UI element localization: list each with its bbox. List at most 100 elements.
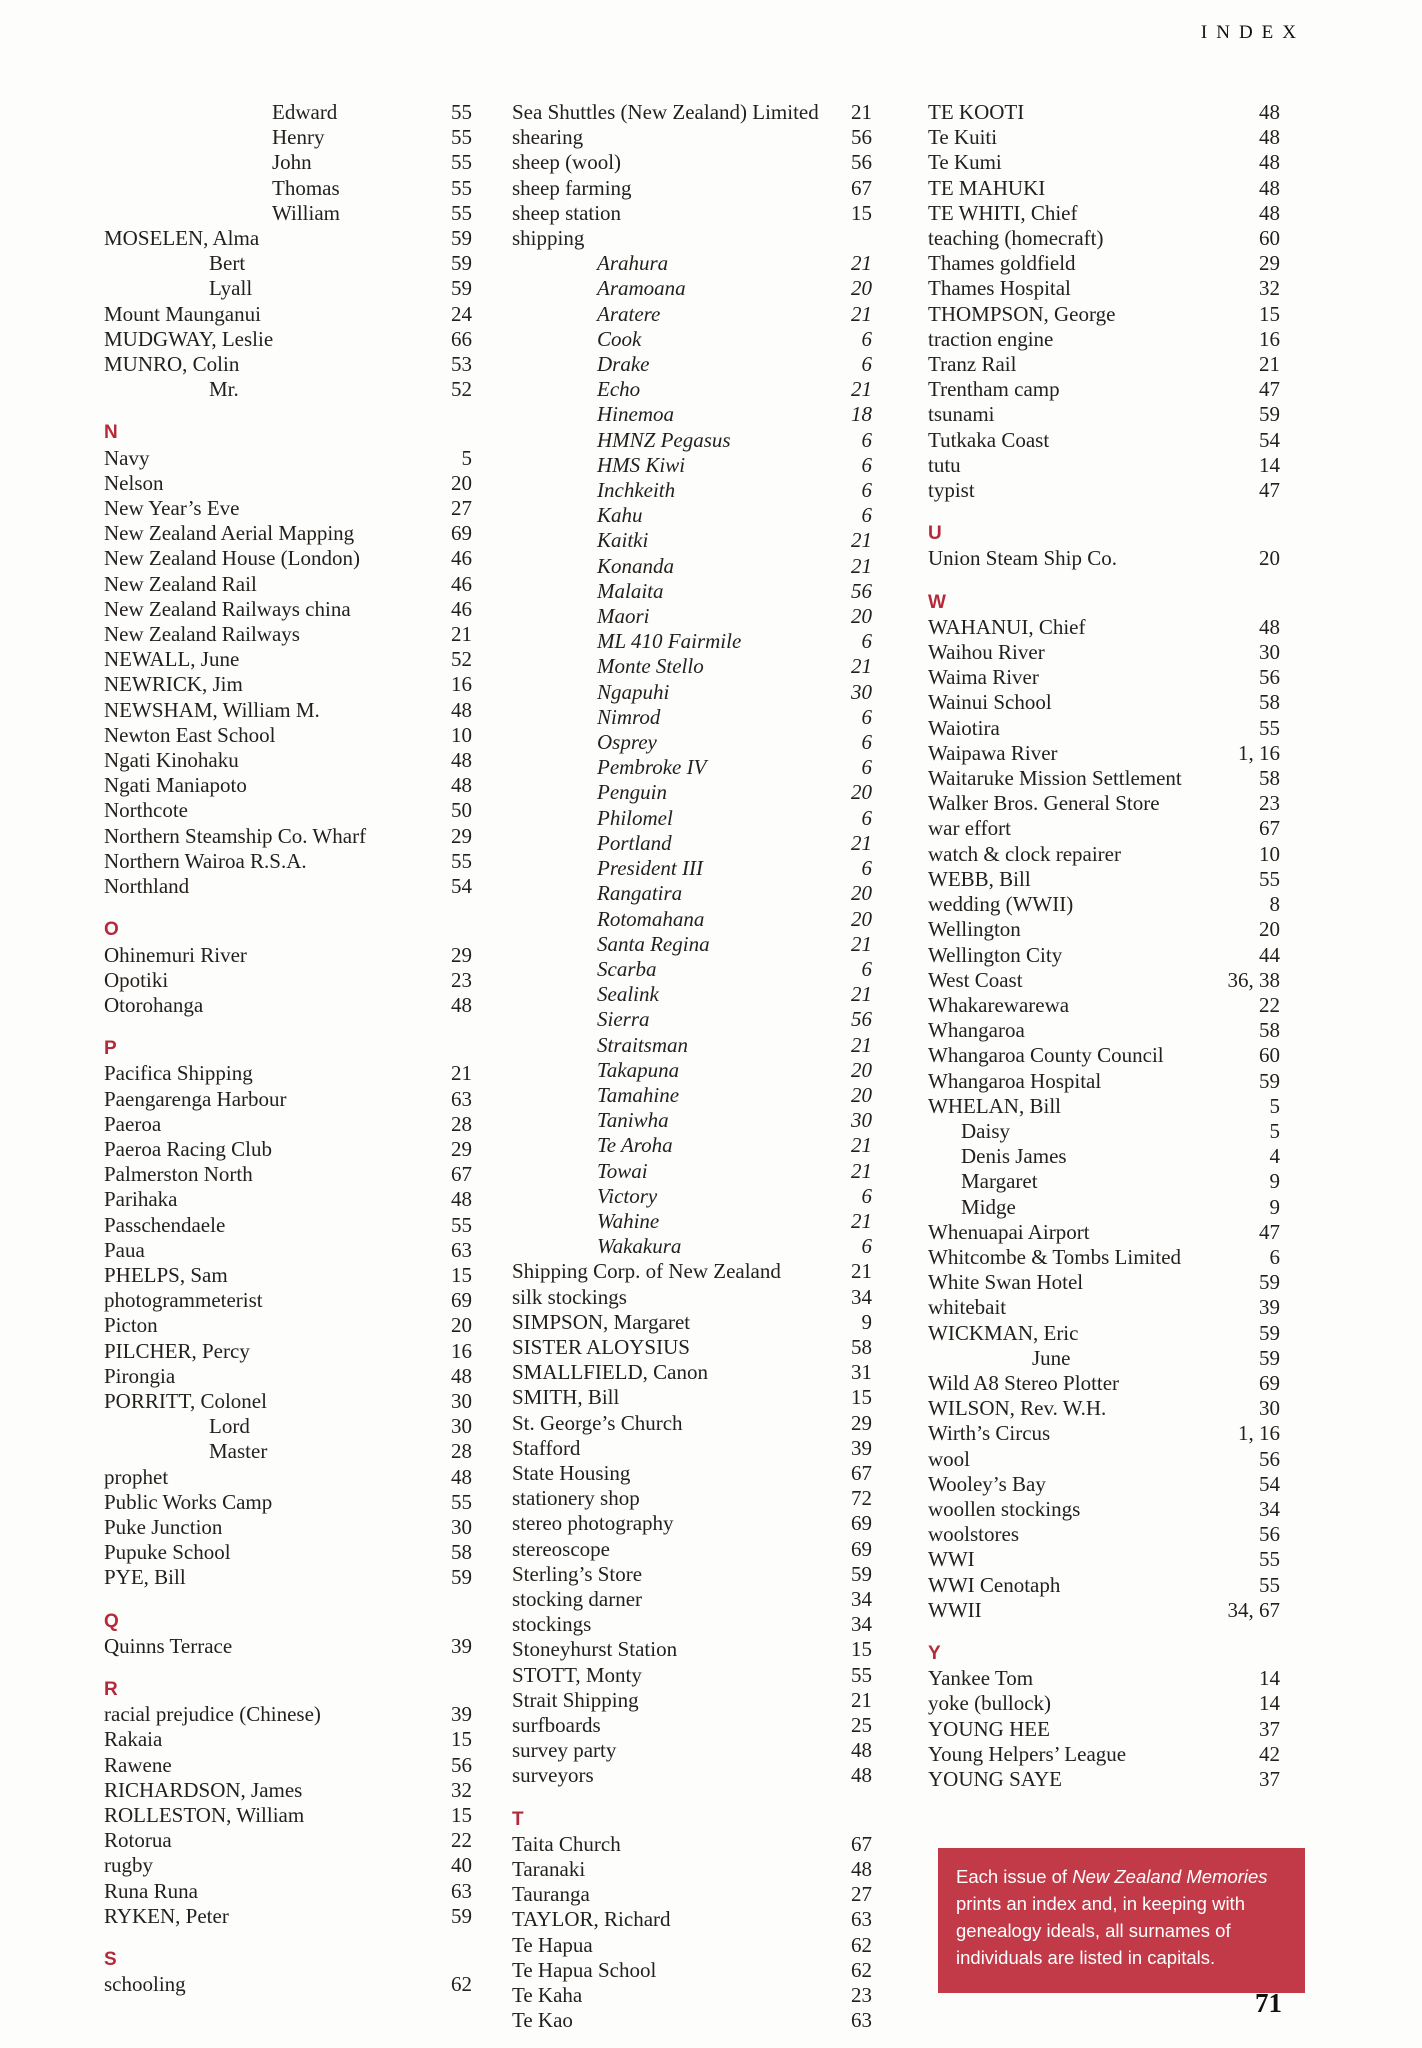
index-entry: PILCHER, Percy 16 [104, 1339, 472, 1364]
entry-page-number: 34, 67 [1227, 1597, 1281, 1622]
index-entry: ROLLESTON, William 15 [104, 1803, 472, 1828]
index-entry: SIMPSON, Margaret 9 [512, 1310, 872, 1335]
index-entry: Ngati Kinohaku 48 [104, 748, 472, 773]
entry-label: Whangaroa County Council [928, 1043, 1164, 1068]
entry-page-number: 1, 16 [1238, 1421, 1280, 1446]
entry-page-number: 54 [1259, 427, 1280, 452]
entry-label: Puke Junction [104, 1514, 223, 1539]
entry-page-number: 15 [851, 1637, 872, 1662]
entry-page-number: 37 [1259, 1767, 1280, 1791]
entry-label: Thomas [272, 175, 340, 200]
entry-page-number: 6 [861, 503, 873, 528]
entry-page-number: 59 [451, 1565, 472, 1590]
entry-page-number: 34 [851, 1284, 872, 1309]
entry-page-number: 20 [851, 1082, 872, 1107]
index-entry: Northcote 50 [104, 798, 472, 823]
entry-page-number: 66 [451, 326, 472, 351]
index-entry: PYE, Bill 59 [104, 1565, 472, 1590]
entry-label: New Zealand Railways [104, 622, 300, 647]
entry-page-number: 59 [451, 251, 472, 276]
entry-label: Pupuke School [104, 1540, 231, 1565]
entry-label: stockings [512, 1612, 592, 1637]
entry-label: prophet [104, 1464, 169, 1489]
entry-page-number: 5 [1269, 1093, 1281, 1118]
entry-page-number: 48 [1259, 125, 1280, 150]
entry-page-number: 28 [451, 1111, 472, 1136]
entry-label: Strait Shipping [512, 1687, 639, 1712]
index-entry: Palmerston North 67 [104, 1162, 472, 1187]
entry-page-number: 23 [851, 1983, 872, 2008]
entry-label: sheep (wool) [512, 150, 622, 175]
index-entry: Paua 63 [104, 1238, 472, 1263]
index-column-1: Edward 55 Henry 55 John 55 Thomas 55 William 55 MO… [104, 100, 472, 1997]
entry-page-number: 48 [1259, 175, 1280, 200]
entry-page-number: 21 [851, 931, 872, 956]
entry-label: Midge [961, 1194, 1016, 1219]
index-entry: Whangaroa Hospital 59 [928, 1069, 1280, 1094]
index-entry: MOSELEN, Alma 59 [104, 226, 472, 251]
index-entry: Midge 9 [928, 1195, 1280, 1220]
entry-label: Sierra [597, 1007, 650, 1032]
index-entry: Wakakura 6 [512, 1234, 872, 1259]
entry-page-number: 46 [451, 546, 472, 571]
index-entry: yoke (bullock) 14 [928, 1691, 1280, 1716]
entry-label: Wainui School [928, 690, 1052, 715]
entry-label: Northland [104, 874, 190, 899]
index-note-box: Each issue of New Zealand Memories print… [938, 1848, 1305, 1993]
index-entry: WEBB, Bill 55 [928, 867, 1280, 892]
entry-page-number: 62 [851, 1957, 872, 1982]
entry-label: Bert [209, 251, 246, 276]
entry-page-number: 67 [851, 1831, 872, 1856]
entry-label: Henry [272, 125, 325, 150]
entry-page-number: 58 [451, 1540, 472, 1565]
index-entry: Northland 54 [104, 874, 472, 899]
entry-page-number: 54 [1259, 1471, 1280, 1496]
entry-label: Waipawa River [928, 740, 1058, 765]
index-entry: Sterling’s Store 59 [512, 1562, 872, 1587]
index-entry: Rakaia 15 [104, 1727, 472, 1752]
entry-label: Union Steam Ship Co. [928, 546, 1118, 571]
entry-label: New Zealand Rail [104, 571, 257, 596]
entry-page-number: 67 [851, 1460, 872, 1485]
section-letter: O [104, 919, 119, 941]
entry-page-number: 27 [451, 496, 472, 521]
index-entry: Malaita 56 [512, 579, 872, 604]
entry-page-number: 55 [1259, 866, 1280, 891]
entry-page-number: 53 [451, 352, 472, 377]
index-entry: Henry 55 [104, 125, 472, 150]
index-entry: stockings 34 [512, 1612, 872, 1637]
entry-page-number: 6 [861, 352, 873, 377]
index-entry: Drake 6 [512, 352, 872, 377]
index-entry: WICKMAN, Eric 59 [928, 1321, 1280, 1346]
index-entry: war effort 67 [928, 816, 1280, 841]
entry-label: Wellington City [928, 942, 1063, 967]
entry-page-number: 5 [1269, 1118, 1281, 1143]
entry-page-number: 56 [851, 125, 872, 150]
entry-label: wool [928, 1446, 970, 1471]
entry-page-number: 39 [851, 1435, 872, 1460]
index-entry: Kaitki 21 [512, 528, 872, 553]
entry-label: Ngati Kinohaku [104, 748, 239, 773]
index-entry: State Housing 67 [512, 1461, 872, 1486]
index-entry: Portland 21 [512, 831, 872, 856]
entry-page-number: 6 [861, 427, 873, 452]
entry-page-number: 48 [451, 697, 472, 722]
index-entry: woollen stockings 34 [928, 1497, 1280, 1522]
entry-label: Margaret [961, 1169, 1038, 1194]
entry-page-number: 59 [1259, 1345, 1280, 1370]
entry-label: Pembroke IV [597, 755, 707, 780]
entry-label: Taita Church [512, 1831, 621, 1856]
entry-label: survey party [512, 1738, 617, 1763]
entry-label: Picton [104, 1313, 158, 1338]
index-entry: Edward 55 [104, 100, 472, 125]
entry-label: Northern Wairoa R.S.A. [104, 848, 307, 873]
index-entry: Picton 20 [104, 1313, 472, 1338]
entry-label: Pirongia [104, 1363, 176, 1388]
section-letter: R [104, 1678, 118, 1700]
index-entry: Paeroa Racing Club 29 [104, 1137, 472, 1162]
index-entry: Mount Maunganui 24 [104, 302, 472, 327]
entry-page-number: 69 [451, 1288, 472, 1313]
entry-label: Te Kaha [512, 1983, 583, 2008]
entry-page-number: 44 [1259, 942, 1280, 967]
